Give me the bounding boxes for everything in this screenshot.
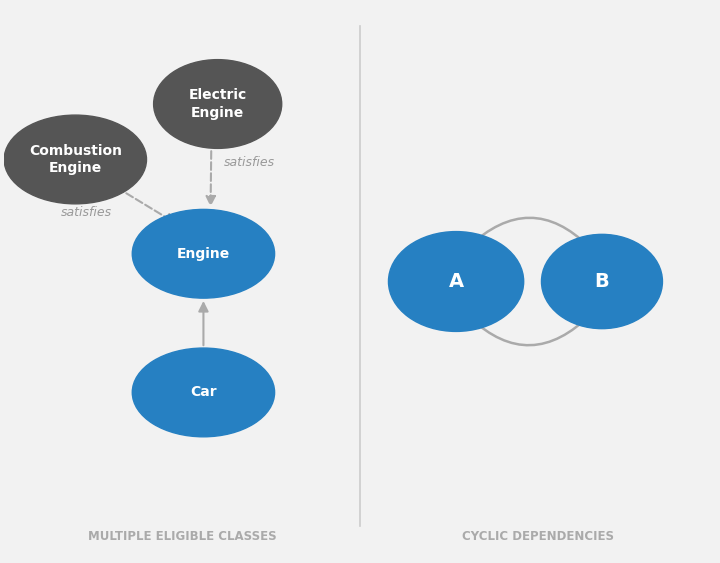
Text: CYCLIC DEPENDENCIES: CYCLIC DEPENDENCIES — [462, 530, 614, 543]
Text: Engine: Engine — [177, 247, 230, 261]
Ellipse shape — [389, 231, 523, 332]
Text: satisfies: satisfies — [224, 156, 275, 169]
Ellipse shape — [132, 348, 274, 437]
Text: Electric
Engine: Electric Engine — [189, 88, 247, 120]
Ellipse shape — [541, 234, 662, 329]
Ellipse shape — [153, 60, 282, 149]
Text: B: B — [595, 272, 609, 291]
Ellipse shape — [132, 209, 274, 298]
Text: A: A — [449, 272, 464, 291]
Text: satisfies: satisfies — [60, 205, 112, 218]
Text: Car: Car — [190, 386, 217, 399]
Text: MULTIPLE ELIGIBLE CLASSES: MULTIPLE ELIGIBLE CLASSES — [88, 530, 276, 543]
Text: Combustion
Engine: Combustion Engine — [29, 144, 122, 175]
Ellipse shape — [4, 115, 146, 204]
